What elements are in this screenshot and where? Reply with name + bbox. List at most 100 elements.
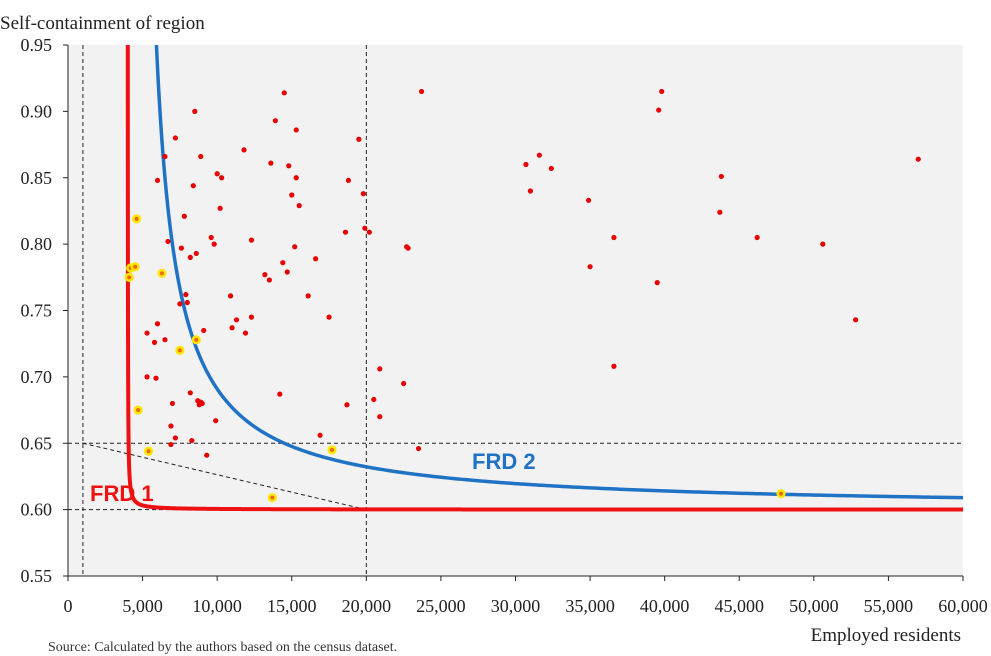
data-point xyxy=(154,321,161,327)
data-point xyxy=(415,445,422,452)
data-point xyxy=(181,213,187,219)
data-point xyxy=(401,380,407,387)
data-point xyxy=(611,234,617,241)
data-point xyxy=(292,244,298,250)
data-point xyxy=(187,254,193,260)
highlighted-point-center xyxy=(270,495,275,500)
x-axis-title: Employed residents xyxy=(811,625,961,646)
data-point xyxy=(342,229,349,235)
data-point xyxy=(187,390,193,396)
data-point xyxy=(198,153,204,160)
data-point xyxy=(289,192,295,198)
curve-label-frd-1: FRD 1 xyxy=(90,481,154,506)
data-point xyxy=(527,188,534,194)
data-point xyxy=(165,238,171,245)
plot-area xyxy=(68,45,963,576)
data-point xyxy=(313,256,319,262)
data-point xyxy=(162,153,168,160)
data-point xyxy=(208,234,214,241)
highlighted-point-center xyxy=(779,491,784,496)
source-note: Source: Calculated by the authors based … xyxy=(48,640,398,655)
x-tick-label: 45,000 xyxy=(715,596,765,616)
y-axis-title: Self-containment of region xyxy=(0,13,205,34)
data-point xyxy=(204,452,210,458)
data-point xyxy=(611,363,617,369)
x-tick-label: 20,000 xyxy=(342,596,392,616)
data-point xyxy=(268,160,274,166)
data-point xyxy=(656,107,662,113)
data-point xyxy=(344,402,350,408)
data-point xyxy=(523,161,529,168)
data-point xyxy=(293,175,299,181)
highlighted-point-center xyxy=(136,408,141,413)
data-point xyxy=(213,418,219,424)
data-point xyxy=(587,264,593,270)
data-point xyxy=(377,414,383,420)
data-point xyxy=(418,88,425,95)
data-point xyxy=(284,269,290,275)
data-point xyxy=(585,197,592,203)
highlighted-point-center xyxy=(159,271,164,276)
x-tick-label: 15,000 xyxy=(267,596,317,616)
data-point xyxy=(654,280,660,286)
data-point xyxy=(366,229,372,235)
data-point xyxy=(153,375,159,381)
data-point xyxy=(177,301,183,307)
data-point xyxy=(192,108,198,114)
data-point xyxy=(168,423,174,429)
data-point xyxy=(196,402,202,408)
y-tick-label: 0.95 xyxy=(21,35,53,55)
data-point xyxy=(144,374,150,380)
data-point xyxy=(168,441,174,448)
curve-label-frd-2: FRD 2 xyxy=(472,449,536,474)
data-point xyxy=(280,260,286,266)
data-point xyxy=(229,325,235,331)
data-point xyxy=(362,225,368,231)
data-point xyxy=(820,241,826,247)
data-point xyxy=(190,183,196,189)
data-point xyxy=(169,400,176,407)
y-tick-label: 0.55 xyxy=(21,566,53,586)
data-point xyxy=(718,173,724,180)
x-tick-label: 25,000 xyxy=(416,596,466,616)
data-point xyxy=(219,175,225,181)
data-point xyxy=(754,234,760,241)
data-points xyxy=(124,88,921,503)
data-point xyxy=(296,203,302,209)
x-tick-label: 40,000 xyxy=(640,596,690,616)
highlighted-point-center xyxy=(133,264,138,269)
data-point xyxy=(262,272,268,278)
x-tick-label: 30,000 xyxy=(491,596,541,616)
x-tick-label: 50,000 xyxy=(789,596,839,616)
data-point xyxy=(248,237,255,243)
data-point xyxy=(217,205,223,211)
data-point xyxy=(281,90,287,96)
y-tick-label: 0.60 xyxy=(21,500,53,520)
curve-frd-2 xyxy=(154,45,963,500)
data-point xyxy=(193,250,199,257)
y-tick-label: 0.70 xyxy=(21,367,53,387)
y-tick-label: 0.75 xyxy=(21,301,53,321)
data-point xyxy=(377,366,383,372)
data-point xyxy=(172,435,178,441)
x-tick-label: 35,000 xyxy=(565,596,615,616)
y-tick-label: 0.90 xyxy=(21,101,53,121)
data-point xyxy=(248,314,255,320)
data-point xyxy=(277,391,283,397)
data-point xyxy=(189,437,195,444)
plot-background xyxy=(68,45,963,576)
highlighted-point-center xyxy=(134,216,139,221)
chart-labels: Self-containment of region Employed resi… xyxy=(0,13,961,646)
data-point xyxy=(183,291,189,298)
data-point xyxy=(286,163,292,169)
data-point xyxy=(405,245,411,251)
data-point xyxy=(548,165,554,172)
highlighted-point-center xyxy=(127,275,132,280)
data-point xyxy=(371,396,377,403)
highlighted-point-center xyxy=(146,449,151,454)
y-tick-label: 0.85 xyxy=(21,168,53,188)
data-point xyxy=(305,293,311,299)
highlighted-point-center xyxy=(194,337,199,342)
data-point xyxy=(151,339,158,345)
